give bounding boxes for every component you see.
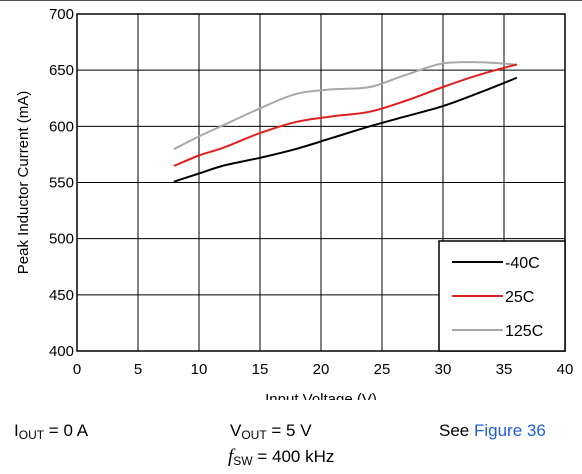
y-axis-label: Peak Inductor Current (mA) — [15, 91, 32, 274]
tick-labels: 0 5 10 15 20 25 30 35 40 400 450 500 550 600 650 700 — [49, 6, 573, 378]
y-tick-label: 450 — [49, 287, 74, 304]
series-layer — [173, 61, 518, 183]
x-tick-label: 25 — [374, 361, 391, 378]
iout-condition: IOUT = 0 A — [14, 421, 89, 442]
legend-label: 125C — [505, 323, 543, 340]
x-axis-label: Input Voltage (V) — [265, 391, 377, 400]
see-figure-note: See Figure 36 — [439, 421, 546, 440]
y-tick-label: 500 — [49, 231, 74, 248]
series-line--40c — [173, 77, 518, 183]
x-tick-label: 10 — [191, 361, 208, 378]
fsw-condition: fSW = 400 kHz — [228, 446, 335, 468]
x-tick-label: 30 — [435, 361, 452, 378]
series-line-25c — [173, 63, 518, 167]
peak-inductor-current-chart: 0 5 10 15 20 25 30 35 40 400 450 500 550 600 650 700 In… — [15, 6, 573, 400]
x-tick-label: 15 — [252, 361, 269, 378]
vout-condition: VOUT = 5 V — [230, 421, 312, 442]
figure-36-link[interactable]: Figure 36 — [473, 421, 546, 440]
x-tick-label: 5 — [134, 361, 142, 378]
plot-frame — [76, 13, 566, 352]
top-rule — [0, 0, 582, 1]
y-tick-label: 650 — [49, 62, 74, 79]
x-tick-label: 0 — [73, 361, 81, 378]
y-tick-label: 600 — [49, 118, 74, 135]
y-tick-label: 700 — [49, 6, 74, 23]
y-tick-label: 400 — [49, 343, 74, 360]
legend-label: -40C — [505, 255, 540, 272]
legend-label: 25C — [505, 289, 534, 306]
x-tick-label: 40 — [557, 361, 574, 378]
series-line-125c — [173, 61, 518, 150]
y-tick-label: 550 — [49, 175, 74, 192]
x-tick-label: 20 — [313, 361, 330, 378]
x-tick-label: 35 — [496, 361, 513, 378]
legend: -40C 25C 125C — [438, 240, 566, 352]
